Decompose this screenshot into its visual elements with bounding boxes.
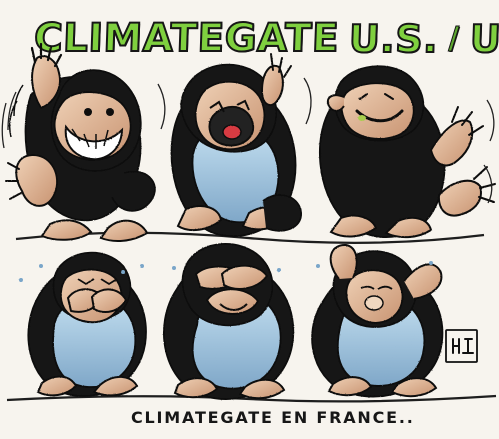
bottom-right-monkey [311,243,444,398]
top-right-monkey [318,65,496,239]
title-separator: / [448,21,460,56]
cartoon-title: CLIMATEGATE U.S. / U.K. [32,6,499,62]
cartoon-caption: CLIMATEGATE EN FRANCE.. [131,408,415,427]
top-middle-monkey [170,53,303,238]
bottom-middle-monkey [163,243,295,400]
bottom-ground-line [6,394,497,403]
motion-marks [1,77,495,204]
bottom-left-monkey [19,251,147,397]
artist-signature [445,329,478,363]
top-left-monkey [5,42,156,242]
